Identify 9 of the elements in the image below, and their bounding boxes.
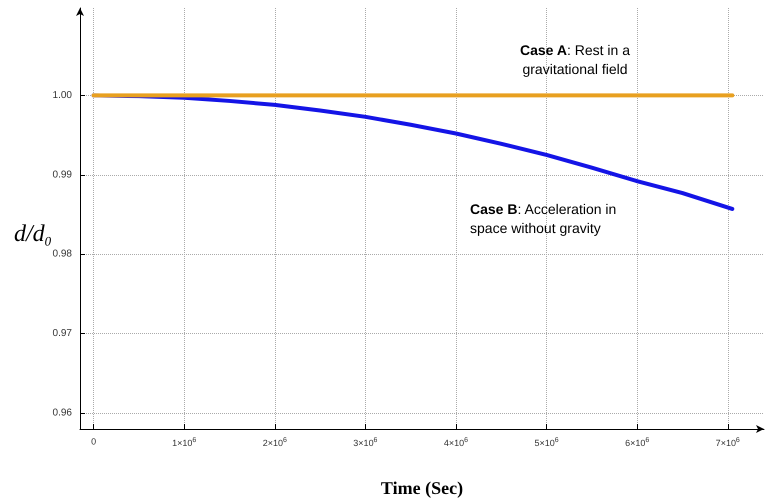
annotation: Case B: Acceleration in space without gravity [470, 200, 618, 238]
y-tick-label: 0.96 [52, 408, 72, 419]
annotation: Case A: Rest in a gravitational field [519, 41, 631, 79]
y-tick-label: 0.97 [52, 328, 72, 340]
y-tick-label: 0.99 [52, 169, 72, 180]
y-tick-label: 0.98 [52, 248, 72, 260]
x-tick-label: 0 [91, 436, 96, 446]
y-tick-label: 1.00 [52, 90, 72, 101]
x-axis-title: Time (Sec) [380, 478, 464, 498]
